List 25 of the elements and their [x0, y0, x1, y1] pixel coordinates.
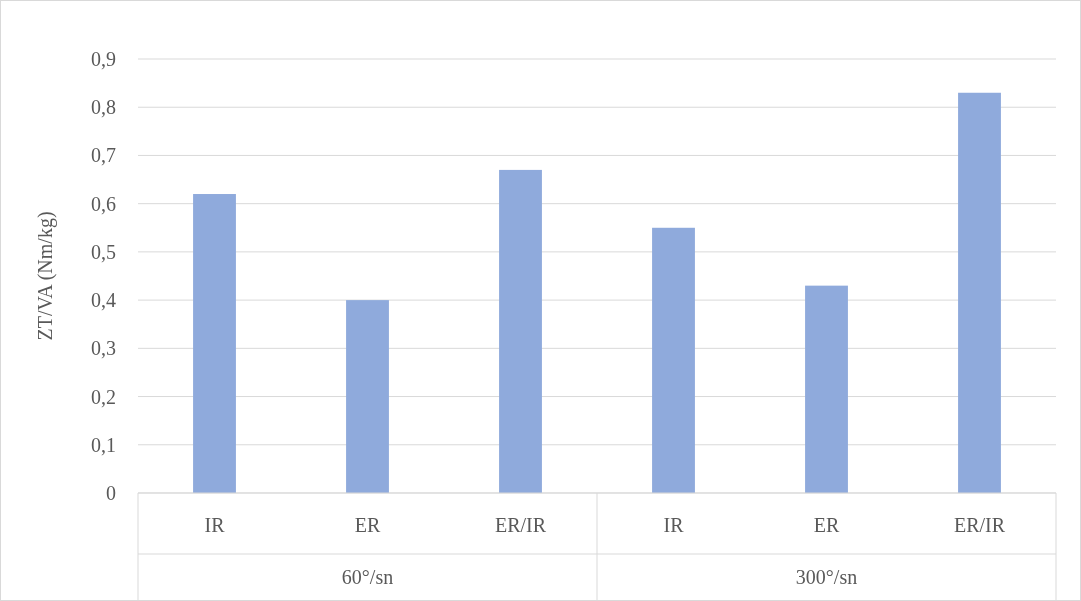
y-tick-label: 0,1: [91, 433, 116, 456]
bar: [805, 285, 848, 493]
y-tick-label: 0,2: [91, 385, 116, 408]
y-tick-label: 0: [106, 482, 116, 504]
bar: [346, 300, 389, 493]
bar: [958, 92, 1001, 493]
y-tick-label: 0,5: [91, 240, 116, 263]
x-tick-label: IR: [663, 514, 685, 536]
bar: [193, 194, 236, 493]
x-tick-label: IR: [204, 514, 226, 536]
y-tick-label: 0,7: [91, 144, 116, 167]
bar: [499, 169, 542, 493]
y-tick-label: 0,6: [91, 192, 116, 215]
y-axis-title: ZT/VA (Nm/kg): [34, 211, 57, 341]
text: 60°/sn: [341, 566, 394, 588]
x-tick-label: ER: [354, 514, 381, 536]
y-tick-label: 0,4: [91, 289, 116, 312]
y-tick-label: 0,8: [91, 96, 116, 119]
y-tick-label: 0,3: [91, 337, 116, 360]
y-tick-label: 0,9: [91, 48, 116, 70]
bar: [652, 227, 695, 493]
text: 300°/sn: [795, 566, 858, 588]
x-tick-label: ER/IR: [953, 514, 1006, 536]
x-tick-label: ER/IR: [494, 514, 547, 536]
x-tick-label: ER: [813, 514, 840, 536]
